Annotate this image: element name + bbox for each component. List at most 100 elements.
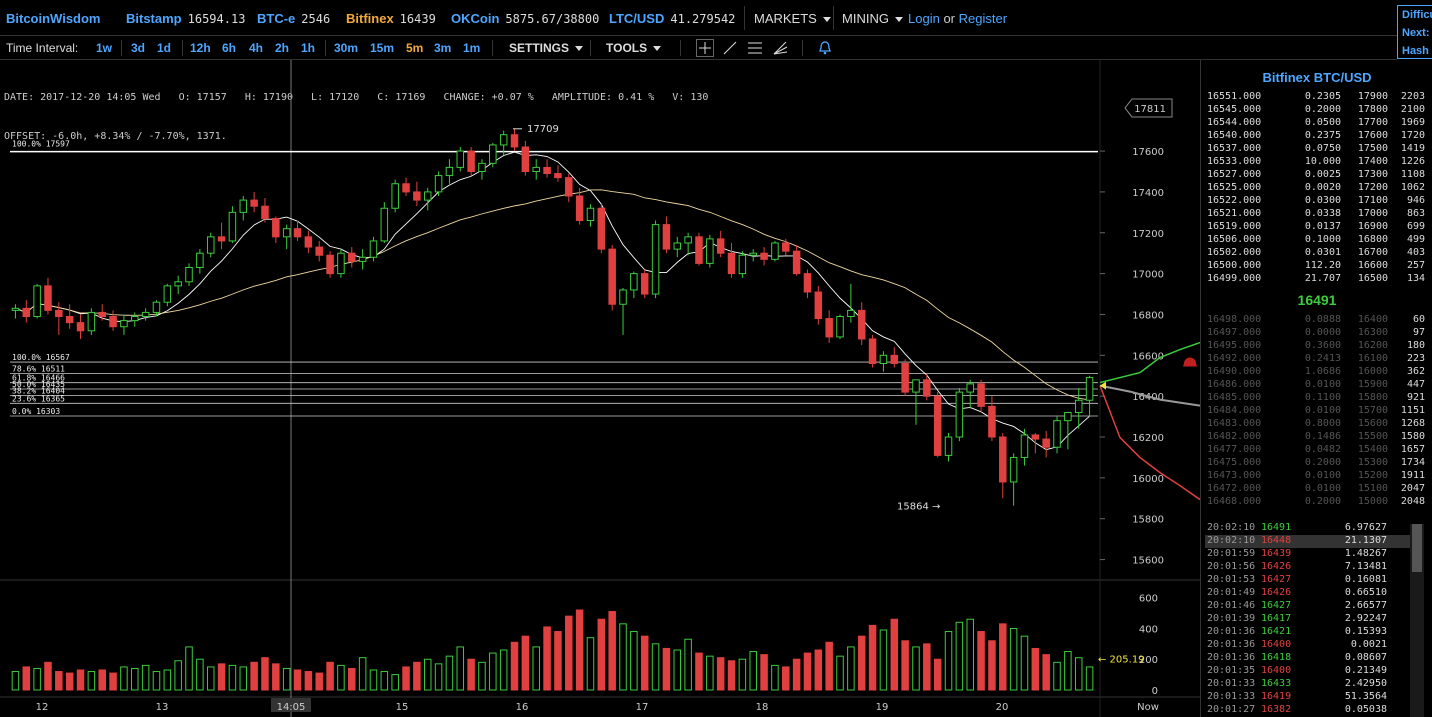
price-tick-label: 15600 (1132, 556, 1164, 567)
ask-row: 16525.000 0.0020 17200 1062 (1201, 182, 1432, 195)
settings-button[interactable]: SETTINGS (509, 41, 584, 55)
candle-body (185, 266, 193, 283)
trade-amount: 0.15393 (1344, 626, 1387, 637)
ask-row: 16545.000 0.2000 17800 2100 (1201, 104, 1432, 117)
candle-body (141, 311, 150, 318)
alert-bell-icon[interactable] (818, 40, 832, 56)
depth-chart (1099, 341, 1200, 501)
candle-body (879, 354, 888, 364)
ask-price: 16499.000 (1207, 273, 1262, 284)
candle-body (651, 224, 660, 295)
scrollbar-thumb[interactable] (1412, 524, 1422, 572)
exchange-btce[interactable]: BTC-e 2546 (257, 11, 330, 26)
volume-bar (521, 635, 530, 691)
candle-body (521, 146, 530, 172)
exchange-ltcusd[interactable]: LTC/USD 41.279542 (609, 11, 735, 26)
bid-amount: 0.0100 (1304, 483, 1341, 494)
chevron-down-icon (575, 46, 584, 52)
volume-bar (499, 649, 508, 691)
trade-history: 20:02:10 16491 6.97627 20:02:10 16448 21.1307… (1205, 522, 1415, 717)
candle-body (391, 183, 399, 209)
volume-bar (337, 664, 345, 691)
exchange-label: Bitstamp (126, 11, 182, 26)
fibonacci-fan-icon[interactable] (772, 40, 788, 56)
interval-5m[interactable]: 5m (406, 41, 424, 55)
depth-mid-line (1099, 384, 1200, 407)
volume-bar (33, 667, 41, 691)
interval-1h[interactable]: 1h (301, 41, 316, 55)
candle-body (749, 252, 757, 256)
volume-bar (120, 666, 128, 691)
candle-body (966, 383, 974, 393)
interval-3d[interactable]: 3d (131, 41, 146, 55)
exchange-bitstamp[interactable]: Bitstamp 16594.13 (126, 11, 245, 26)
interval-2h[interactable]: 2h (275, 41, 290, 55)
volume-bar (933, 658, 942, 691)
crosshair-icon[interactable] (696, 39, 714, 57)
volume-marker: ← 205.19 (1098, 654, 1145, 665)
bid-price: 16477.000 (1207, 444, 1262, 455)
interval-3m[interactable]: 3m (434, 41, 452, 55)
fib-label: 78.6% 16511 (12, 364, 65, 373)
interval-1m[interactable]: 1m (463, 41, 481, 55)
candle-body (662, 224, 671, 250)
price-chart[interactable]: 100.0% 17597 100.0% 16567 78.6% 1651161.8%… (0, 60, 1200, 717)
interval-6h[interactable]: 6h (222, 41, 237, 55)
mining-info-panel[interactable]: Difficu Next: Hash (1397, 5, 1432, 59)
price-tick-label: 17400 (1132, 188, 1164, 199)
ask-price: 16545.000 (1207, 104, 1262, 115)
interval-30m[interactable]: 30m (334, 41, 359, 55)
bid-level: 16400 (1357, 314, 1388, 325)
trade-amount: 0.08607 (1344, 652, 1387, 663)
ask-row: 16499.000 21.707 16500 134 (1201, 273, 1432, 286)
candle-body (565, 177, 573, 197)
volume-bar (792, 658, 801, 691)
candle-body (152, 301, 161, 313)
ask-level: 17600 (1357, 130, 1388, 141)
bid-amount: 0.1100 (1304, 392, 1341, 403)
exchange-okcoin[interactable]: OKCoin 5875.67/38800 (451, 11, 599, 26)
login-link[interactable]: Login (908, 11, 940, 26)
candle-body (955, 391, 964, 438)
candle-body (272, 217, 280, 238)
candle-body (640, 273, 649, 295)
exchange-label: LTC/USD (609, 11, 665, 26)
last-price-arrow (1100, 381, 1106, 390)
interval-1w[interactable]: 1w (96, 41, 113, 55)
bid-amount: 0.0482 (1304, 444, 1341, 455)
bid-price: 16482.000 (1207, 431, 1262, 442)
candle-body (261, 205, 269, 219)
mining-menu[interactable]: MINING (842, 11, 903, 26)
candle-body (1009, 456, 1018, 483)
volume-bar (55, 671, 63, 691)
trade-row: 20:01:56 16426 7.13481 (1205, 561, 1415, 574)
volume-bar (1085, 666, 1094, 691)
candle-body (803, 273, 812, 293)
brand-logo[interactable]: BitcoinWisdom (6, 11, 101, 26)
bid-level: 15200 (1357, 470, 1388, 481)
volume-tick-label: 0 (1152, 686, 1158, 697)
bid-amount: 0.0100 (1304, 405, 1341, 416)
interval-12h[interactable]: 12h (190, 41, 211, 55)
trade-time: 20:02:10 (1207, 522, 1256, 533)
interval-4h[interactable]: 4h (249, 41, 264, 55)
register-link[interactable]: Register (958, 11, 1008, 26)
bid-price: 16472.000 (1207, 483, 1262, 494)
volume-bar (65, 672, 74, 691)
trendline-icon[interactable] (722, 40, 738, 56)
exchange-bitfinex[interactable]: Bitfinex 16439 (346, 11, 436, 26)
trade-time: 20:01:36 (1207, 639, 1256, 650)
ask-price: 16537.000 (1207, 143, 1262, 154)
price-tick-label: 16800 (1132, 310, 1164, 321)
price-tick-label: 16400 (1132, 392, 1164, 403)
markets-menu[interactable]: MARKETS (754, 11, 831, 26)
bid-cumulative: 2048 (1400, 496, 1425, 507)
trade-amount: 7.13481 (1344, 561, 1387, 572)
volume-bar (348, 667, 356, 691)
high-annotation: 17709 (527, 124, 559, 135)
interval-1d[interactable]: 1d (157, 41, 172, 55)
tools-button[interactable]: TOOLS (606, 41, 662, 55)
horizontal-lines-icon[interactable] (747, 40, 763, 56)
trade-history-scrollbar[interactable] (1410, 524, 1424, 717)
interval-15m[interactable]: 15m (370, 41, 395, 55)
